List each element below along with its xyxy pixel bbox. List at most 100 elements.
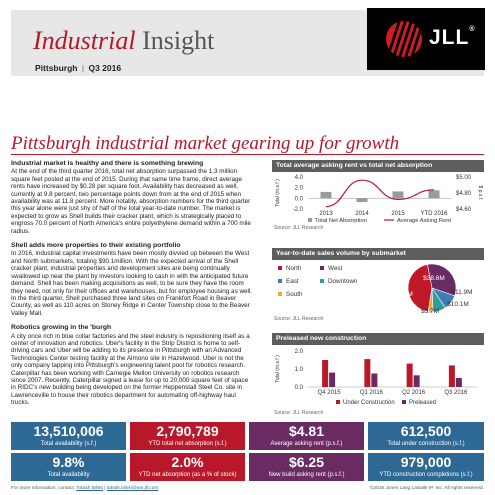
construction-bar (371, 373, 378, 387)
jll-logo: JLL® (367, 8, 485, 70)
absorption-bar (392, 191, 404, 199)
stat-label: Total availability (47, 472, 90, 478)
stat-label: Average asking rent (p.s.f.) (270, 441, 343, 447)
x-tick-label: Q2 2016 (402, 390, 426, 396)
y-tick-label: -2.0 (293, 207, 304, 213)
y-tick-label: 0.0 (295, 196, 304, 202)
period-separator: | (81, 63, 85, 73)
headline: Pittsburgh industrial market gearing up … (11, 133, 400, 154)
stat-value: $4.81 (288, 423, 325, 439)
construction-bar (448, 365, 455, 387)
y-tick-label: 1.0 (295, 367, 304, 373)
construction-bar (406, 363, 413, 387)
stat-label: New build asking rent (p.s.f.) (268, 472, 345, 478)
y-tick-label: 4.0 (295, 175, 304, 181)
stat-value: 2,790,789 (156, 423, 219, 439)
report-title-part1: Industrial (33, 26, 136, 55)
absorption-bar (356, 198, 368, 203)
legend-label: Average Asking Rent (397, 218, 451, 224)
stat-tile: 13,510,006 Total availability (s.f.) (11, 422, 126, 450)
y2-tick-label: $5.00 (456, 175, 472, 181)
pie-slice-label: $3.7M (421, 308, 439, 315)
stat-tile: 2.0% YTD net absorption (as a % of stock) (130, 453, 245, 481)
jll-logo-text: JLL® (429, 26, 476, 49)
x-tick-label: 2014 (355, 211, 369, 217)
construction-bar (413, 375, 420, 387)
stat-label: YTD total net absorption (s.f.) (148, 441, 227, 447)
quarter-label: Q3 2016 (88, 63, 122, 73)
headline-divider (11, 154, 484, 155)
section-body: In 2016, industrial capital investments … (11, 250, 253, 317)
pie-slice (427, 287, 434, 313)
sales-volume-chart-panel: Year-to-date sales volume by submarket $… (272, 248, 484, 322)
construction-bar (364, 359, 371, 387)
legend-swatch (320, 279, 324, 283)
stat-label: YTD construction completions (s.f.) (379, 472, 473, 478)
chart-header: Preleased new construction (272, 333, 484, 345)
section-body: At the end of the third quarter 2016, to… (11, 168, 251, 235)
article-body: Industrial market is healthy and there i… (11, 160, 253, 414)
legend-swatch (278, 279, 282, 283)
stat-value: 2.0% (171, 454, 204, 470)
x-tick-label: 2015 (391, 211, 405, 217)
stat-label: Total availability (s.f.) (40, 441, 97, 447)
x-tick-label: 2013 (319, 211, 333, 217)
contact-email-link[interactable]: tobiah.bilski@am.jll.com (106, 486, 159, 491)
stat-value: 979,000 (400, 454, 452, 470)
legend-label: Downtown (328, 278, 358, 285)
x-tick-label: Q4 2015 (318, 390, 342, 396)
y2-tick-label: $4.80 (456, 191, 472, 197)
stat-tile: $4.81 Average asking rent (p.s.f.) (249, 422, 364, 450)
y2-axis-label: $ p.s.f. (477, 185, 483, 200)
legend-label: West (328, 265, 342, 272)
legend-label: East (286, 278, 299, 285)
legend-swatch (278, 266, 282, 270)
section-heading: Robotics growing in the 'burgh (11, 324, 112, 332)
stat-tile: 979,000 YTD construction completions (s.f… (368, 453, 484, 481)
legend-swatch (320, 266, 324, 270)
chart-source: Source: JLL Research (274, 410, 324, 416)
key-stats: 13,510,006 Total availability (s.f.) 2,79… (11, 422, 484, 482)
pie-slice-label: $51.5M (391, 291, 413, 298)
chart-header: Total average asking rent vs total net a… (272, 160, 484, 172)
chart-source: Source: JLL Research (274, 316, 324, 322)
x-tick-label: YTD 2016 (420, 211, 448, 217)
stat-tile: $6.25 New build asking rent (p.s.f.) (249, 453, 364, 481)
chart-header: Year-to-date sales volume by submarket (272, 248, 484, 260)
x-tick-label: Q3 2016 (444, 390, 468, 396)
jll-logo-mark-icon (386, 21, 422, 57)
legend-label: North (286, 265, 302, 272)
construction-bar (322, 360, 329, 387)
footer-copyright: ©2016 Jones Lang LaSalle IP, Inc. All ri… (369, 486, 484, 491)
chart-source: Source: JLL Research (274, 225, 324, 231)
stat-label: Total under construction (s.f.) (387, 441, 465, 447)
preleased-chart-panel: Preleased new construction Total (m.s.f.… (272, 333, 484, 419)
legend-label: Preleased (409, 400, 436, 406)
y-tick-label: 2.0 (295, 349, 304, 355)
section-heading: Industrial market is healthy and there i… (11, 160, 204, 167)
preleased-construction-chart: Total (m.s.f.) 2.0 1.0 0.0 Q4 2015 Q1 2016 Q2 … (275, 349, 477, 406)
contact-name-link[interactable]: Tobiah Bilski (76, 486, 103, 491)
stat-tile: 9.8% Total availability (11, 453, 126, 481)
section-body: A city once rich in blue collar factorie… (11, 332, 250, 407)
rent-absorption-chart: Total (m.s.f.) $ p.s.f. 4.0 2.0 0.0 -2.0 $5.00… (275, 175, 483, 224)
section-heading: Shell adds more properties to their exis… (11, 242, 181, 250)
report-period: Pittsburgh | Q3 2016 (35, 63, 121, 73)
stat-label: YTD net absorption (as a % of stock) (138, 472, 237, 478)
x-tick-label: Q1 2016 (360, 390, 384, 396)
y-axis-label: Total (m.s.f.) (275, 179, 281, 207)
pie-slice-label: $11.9M (451, 289, 472, 296)
stat-value: 612,500 (400, 423, 452, 439)
legend-swatch (278, 292, 282, 296)
legend-label: Under Construction (343, 400, 395, 406)
legend-label: South (286, 291, 303, 298)
report-title: Industrial Insight (33, 26, 214, 56)
legend-swatch (402, 400, 406, 404)
stat-tile: 612,500 Total under construction (s.f.) (368, 422, 484, 450)
rent-absorption-chart-panel: Total average asking rent vs total net a… (272, 160, 484, 232)
legend-label: Total Net Absorption (315, 218, 367, 224)
y2-tick-label: $4.60 (456, 207, 472, 213)
y-axis-label: Total (m.s.f.) (275, 355, 281, 383)
stat-value: $6.25 (288, 454, 325, 470)
stat-value: 13,510,006 (33, 423, 104, 439)
